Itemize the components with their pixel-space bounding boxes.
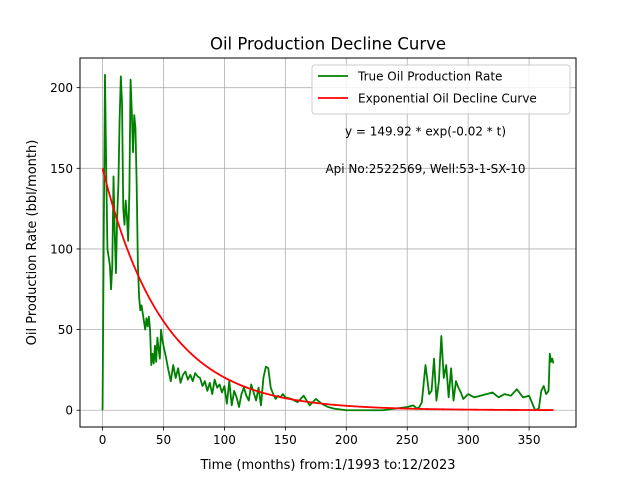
x-tick-label: 200	[335, 433, 358, 447]
x-tick-label: 350	[518, 433, 541, 447]
legend-frame	[311, 64, 571, 115]
y-axis-label: Oil Production Rate (bbl/month)	[25, 140, 40, 346]
x-tick-label: 100	[213, 433, 236, 447]
x-tick-label: 50	[156, 433, 171, 447]
y-tick-label: 200	[50, 81, 73, 95]
y-tick-label: 150	[50, 162, 73, 176]
x-axis-ticks: 0 50 100 150 200 250 300 350	[99, 427, 541, 447]
x-axis-label: Time (months) from:1/1993 to:12/2023	[199, 458, 455, 473]
y-tick-label: 50	[58, 323, 73, 337]
y-tick-label: 100	[50, 242, 73, 256]
series-line-1	[101, 168, 554, 411]
chart-title: Oil Production Decline Curve	[210, 35, 446, 54]
annotations: y = 149.92 * exp(-0.02 * t) Api No:252256…	[325, 125, 525, 176]
series-layer	[101, 73, 555, 412]
y-tick-label: 0	[65, 404, 73, 418]
x-tick-label: 0	[99, 433, 107, 447]
y-axis-ticks: 0 50 100 150 200	[50, 81, 80, 418]
plot-area-frame	[79, 57, 577, 428]
annotation-1: Api No:2522569, Well:53-1-SX-10	[325, 162, 525, 176]
x-tick-label: 250	[396, 433, 419, 447]
legend: True Oil Production Rate Exponential Oil …	[311, 64, 571, 115]
legend-label-0: True Oil Production Rate	[357, 70, 502, 84]
grid-lines	[80, 58, 576, 427]
series-line-0	[101, 73, 555, 412]
x-tick-label: 300	[457, 433, 480, 447]
legend-label-1: Exponential Oil Decline Curve	[358, 92, 537, 106]
x-tick-label: 150	[274, 433, 297, 447]
annotation-0: y = 149.92 * exp(-0.02 * t)	[345, 125, 506, 139]
